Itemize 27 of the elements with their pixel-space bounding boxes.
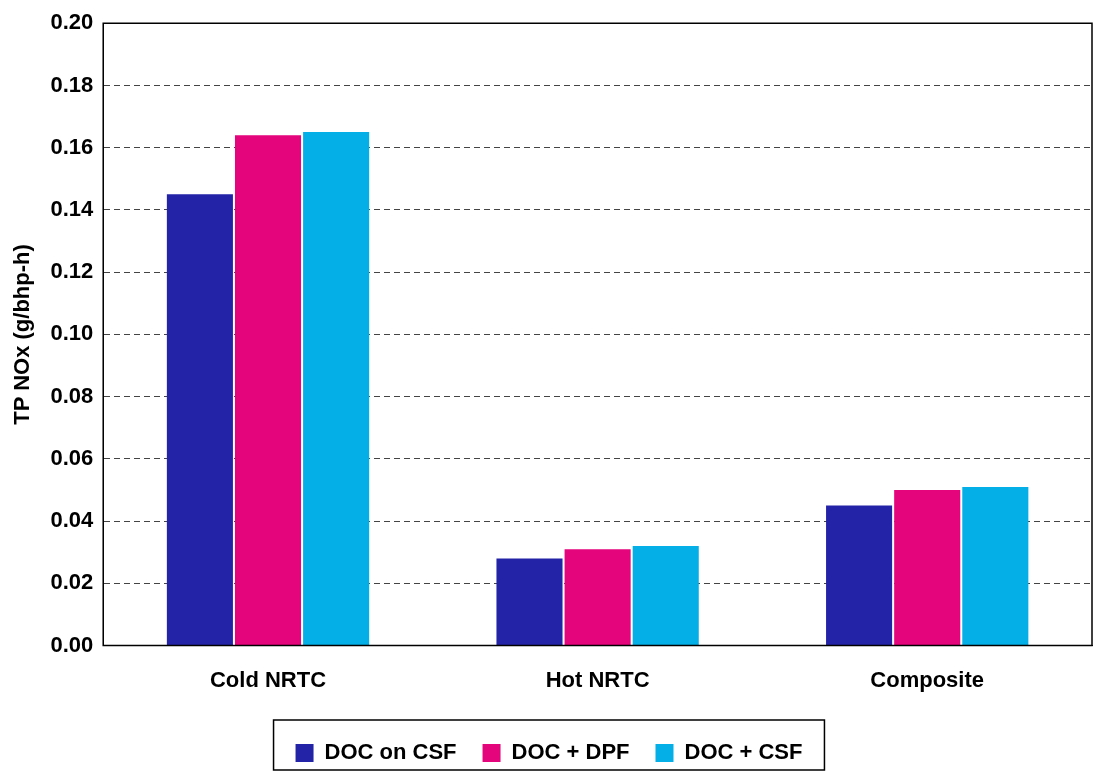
- y-tick-label: 0.12: [50, 258, 94, 284]
- y-tick-label: 0.14: [50, 195, 94, 221]
- bar: [894, 490, 961, 646]
- y-tick-label: 0.20: [50, 9, 94, 35]
- bar: [962, 486, 1029, 646]
- bar: [564, 549, 631, 646]
- bar: [166, 194, 233, 646]
- bar: [303, 132, 370, 646]
- y-tick-label: 0.06: [50, 444, 94, 470]
- y-tick-label: 0.18: [50, 71, 94, 97]
- y-tick-label: 0.04: [50, 507, 94, 533]
- y-tick-label: 0.08: [50, 382, 94, 408]
- x-tick-label: Composite: [870, 666, 985, 692]
- y-axis-title: TP NOx (g/bhp-h): [9, 244, 35, 425]
- bar: [632, 546, 699, 646]
- x-tick-label: Hot NRTC: [545, 666, 650, 692]
- legend-label: DOC + DPF: [511, 739, 630, 765]
- y-tick-label: 0.10: [50, 320, 94, 346]
- bar: [826, 505, 893, 646]
- legend-label: DOC + CSF: [684, 739, 803, 765]
- y-tick-label: 0.00: [50, 631, 94, 657]
- y-tick-label: 0.16: [50, 133, 94, 159]
- legend-label: DOC on CSF: [324, 739, 457, 765]
- bar: [234, 135, 302, 646]
- bar: [496, 558, 563, 646]
- x-tick-label: Cold NRTC: [209, 666, 327, 692]
- y-tick-label: 0.02: [50, 569, 94, 595]
